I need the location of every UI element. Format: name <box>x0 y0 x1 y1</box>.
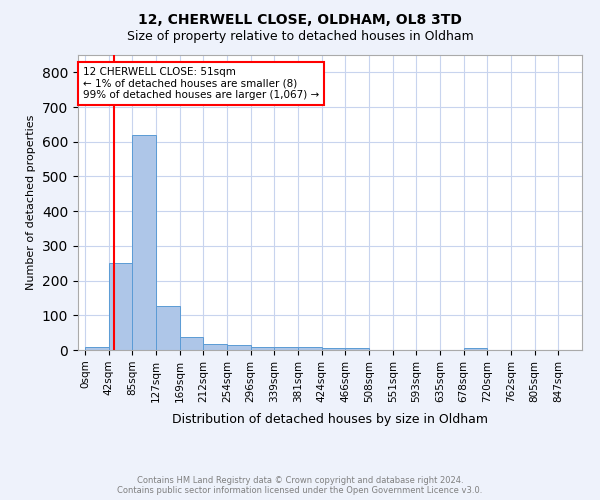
Bar <box>180 337 203 350</box>
Text: 12 CHERWELL CLOSE: 51sqm
← 1% of detached houses are smaller (8)
99% of detached: 12 CHERWELL CLOSE: 51sqm ← 1% of detache… <box>83 67 319 100</box>
Text: 12, CHERWELL CLOSE, OLDHAM, OL8 3TD: 12, CHERWELL CLOSE, OLDHAM, OL8 3TD <box>138 12 462 26</box>
Bar <box>156 306 180 350</box>
Bar <box>298 346 322 350</box>
Bar <box>346 348 369 350</box>
Bar <box>251 346 274 350</box>
Bar <box>133 135 156 350</box>
Text: Contains HM Land Registry data © Crown copyright and database right 2024.
Contai: Contains HM Land Registry data © Crown c… <box>118 476 482 495</box>
Bar <box>203 344 227 350</box>
X-axis label: Distribution of detached houses by size in Oldham: Distribution of detached houses by size … <box>172 413 488 426</box>
Bar <box>109 263 133 350</box>
Bar <box>464 348 487 350</box>
Bar <box>227 346 251 350</box>
Text: Size of property relative to detached houses in Oldham: Size of property relative to detached ho… <box>127 30 473 43</box>
Bar <box>322 348 346 350</box>
Bar <box>85 347 109 350</box>
Bar <box>274 346 298 350</box>
Y-axis label: Number of detached properties: Number of detached properties <box>26 115 37 290</box>
